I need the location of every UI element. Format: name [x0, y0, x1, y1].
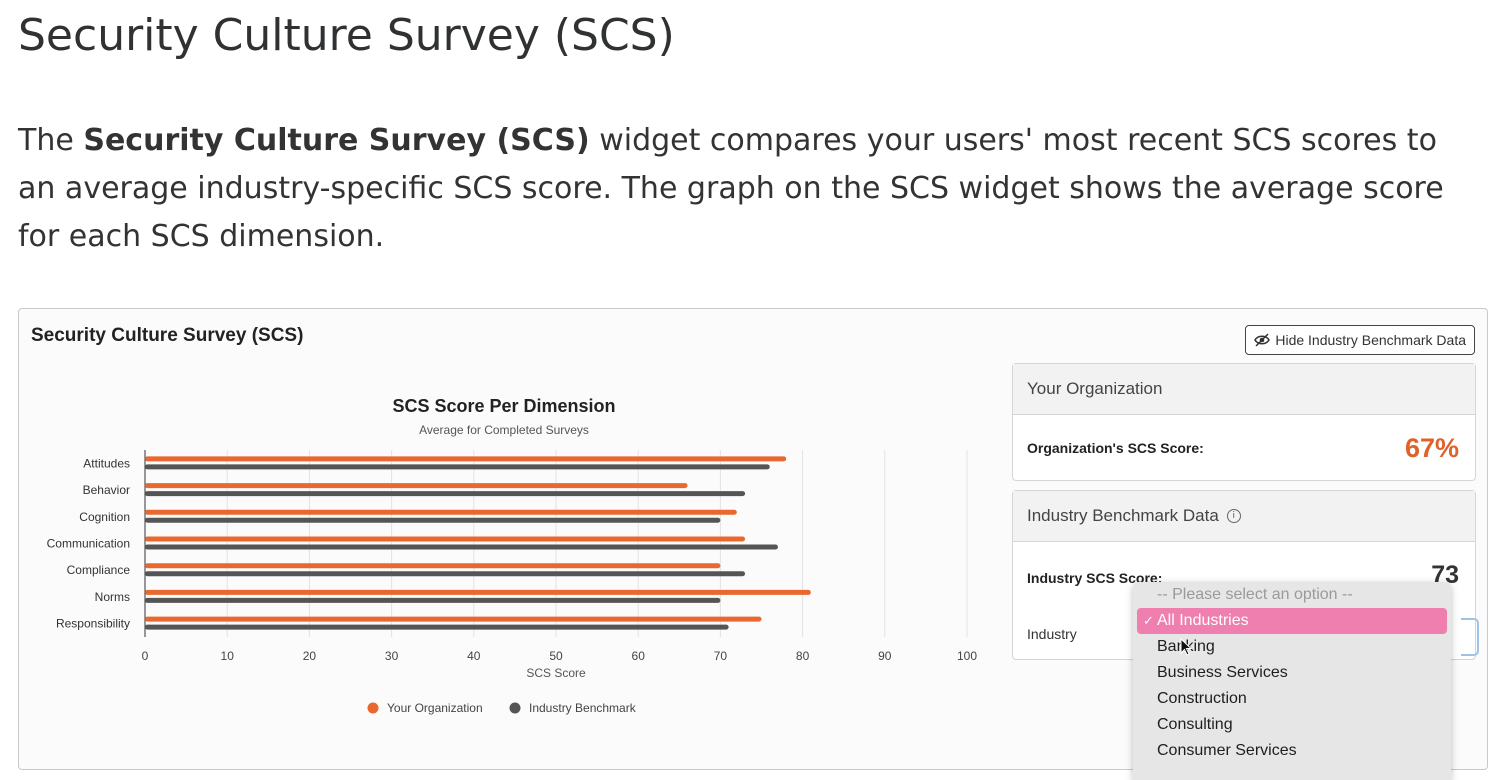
intro-rest: widget compares your users' most recent …	[18, 123, 1444, 254]
intro-paragraph: The Security Culture Survey (SCS) widget…	[18, 117, 1468, 261]
industry-select-row: Industry	[1013, 608, 1479, 660]
x-tick-label: 0	[142, 649, 149, 663]
chart-title: SCS Score Per Dimension	[392, 396, 615, 416]
y-category-label: Norms	[95, 590, 130, 604]
intro-bold-term: Security Culture Survey (SCS)	[83, 123, 590, 158]
scs-bar-chart: SCS Score Per Dimension Average for Comp…	[47, 396, 978, 715]
legend-label: Industry Benchmark	[529, 701, 637, 715]
hide-benchmark-label: Hide Industry Benchmark Data	[1275, 332, 1466, 348]
bar-organization	[145, 456, 787, 462]
x-tick-label: 30	[385, 649, 399, 663]
dropdown-option-selected[interactable]: ✓ All Industries	[1137, 608, 1447, 634]
bar-organization	[145, 589, 811, 595]
eye-slash-icon	[1254, 333, 1271, 347]
bar-industry	[145, 544, 778, 550]
bar-industry	[145, 464, 770, 470]
y-category-label: Behavior	[83, 483, 130, 497]
industry-select-label: Industry	[1027, 626, 1077, 642]
x-axis-label: SCS Score	[526, 666, 586, 680]
bar-industry	[145, 624, 729, 630]
x-tick-label: 10	[221, 649, 235, 663]
bar-organization	[145, 509, 737, 515]
mouse-cursor-icon	[1180, 638, 1192, 656]
industry-select[interactable]	[1461, 618, 1479, 656]
chart-subtitle: Average for Completed Surveys	[419, 423, 589, 437]
organization-score-label: Organization's SCS Score:	[1027, 440, 1204, 456]
organization-panel: Your Organization Organization's SCS Sco…	[1012, 363, 1476, 481]
organization-score-row: Organization's SCS Score: 67%	[1013, 415, 1475, 481]
bar-industry	[145, 597, 721, 603]
dropdown-selected-label: All Industries	[1157, 612, 1249, 629]
bar-organization	[145, 483, 688, 489]
bar-industry	[145, 491, 746, 497]
widget-title: Security Culture Survey (SCS)	[31, 325, 304, 346]
dropdown-option[interactable]: Business Services	[1157, 664, 1288, 681]
x-tick-label: 60	[632, 649, 646, 663]
industry-panel-header: Industry Benchmark Data i	[1013, 491, 1475, 542]
y-category-label: Attitudes	[83, 456, 130, 470]
x-tick-label: 100	[957, 649, 977, 663]
info-icon[interactable]: i	[1226, 509, 1241, 523]
bar-industry	[145, 517, 721, 523]
bar-organization	[145, 536, 746, 542]
x-tick-label: 40	[467, 649, 481, 663]
industry-dropdown-menu: -- Please select an option -- ✓ All Indu…	[1133, 582, 1451, 780]
x-tick-label: 80	[796, 649, 810, 663]
x-tick-label: 90	[878, 649, 892, 663]
industry-score-label: Industry SCS Score:	[1027, 570, 1163, 586]
page-title: Security Culture Survey (SCS)	[18, 10, 675, 61]
dropdown-option[interactable]: Consumer Services	[1157, 742, 1297, 759]
y-category-label: Communication	[47, 537, 130, 551]
hide-benchmark-button[interactable]: Hide Industry Benchmark Data	[1245, 325, 1475, 355]
bar-organization	[145, 563, 721, 569]
organization-panel-header: Your Organization	[1013, 364, 1475, 415]
intro-prefix: The	[18, 123, 84, 158]
legend-label: Your Organization	[387, 701, 483, 715]
x-tick-label: 50	[549, 649, 563, 663]
y-category-label: Responsibility	[56, 617, 130, 631]
dropdown-placeholder-option: -- Please select an option --	[1157, 586, 1353, 603]
industry-panel-title: Industry Benchmark Data	[1027, 506, 1219, 525]
organization-score-value: 67%	[1404, 432, 1459, 463]
x-tick-label: 20	[303, 649, 317, 663]
x-tick-label: 70	[714, 649, 728, 663]
bar-organization	[145, 616, 762, 622]
dropdown-option[interactable]: Consulting	[1157, 716, 1233, 733]
y-category-label: Cognition	[79, 510, 130, 524]
dropdown-option[interactable]: Construction	[1157, 690, 1247, 707]
y-category-label: Compliance	[67, 563, 131, 577]
bar-industry	[145, 571, 746, 577]
legend-marker	[509, 702, 521, 714]
check-icon: ✓	[1143, 613, 1154, 628]
legend-marker	[367, 702, 379, 714]
